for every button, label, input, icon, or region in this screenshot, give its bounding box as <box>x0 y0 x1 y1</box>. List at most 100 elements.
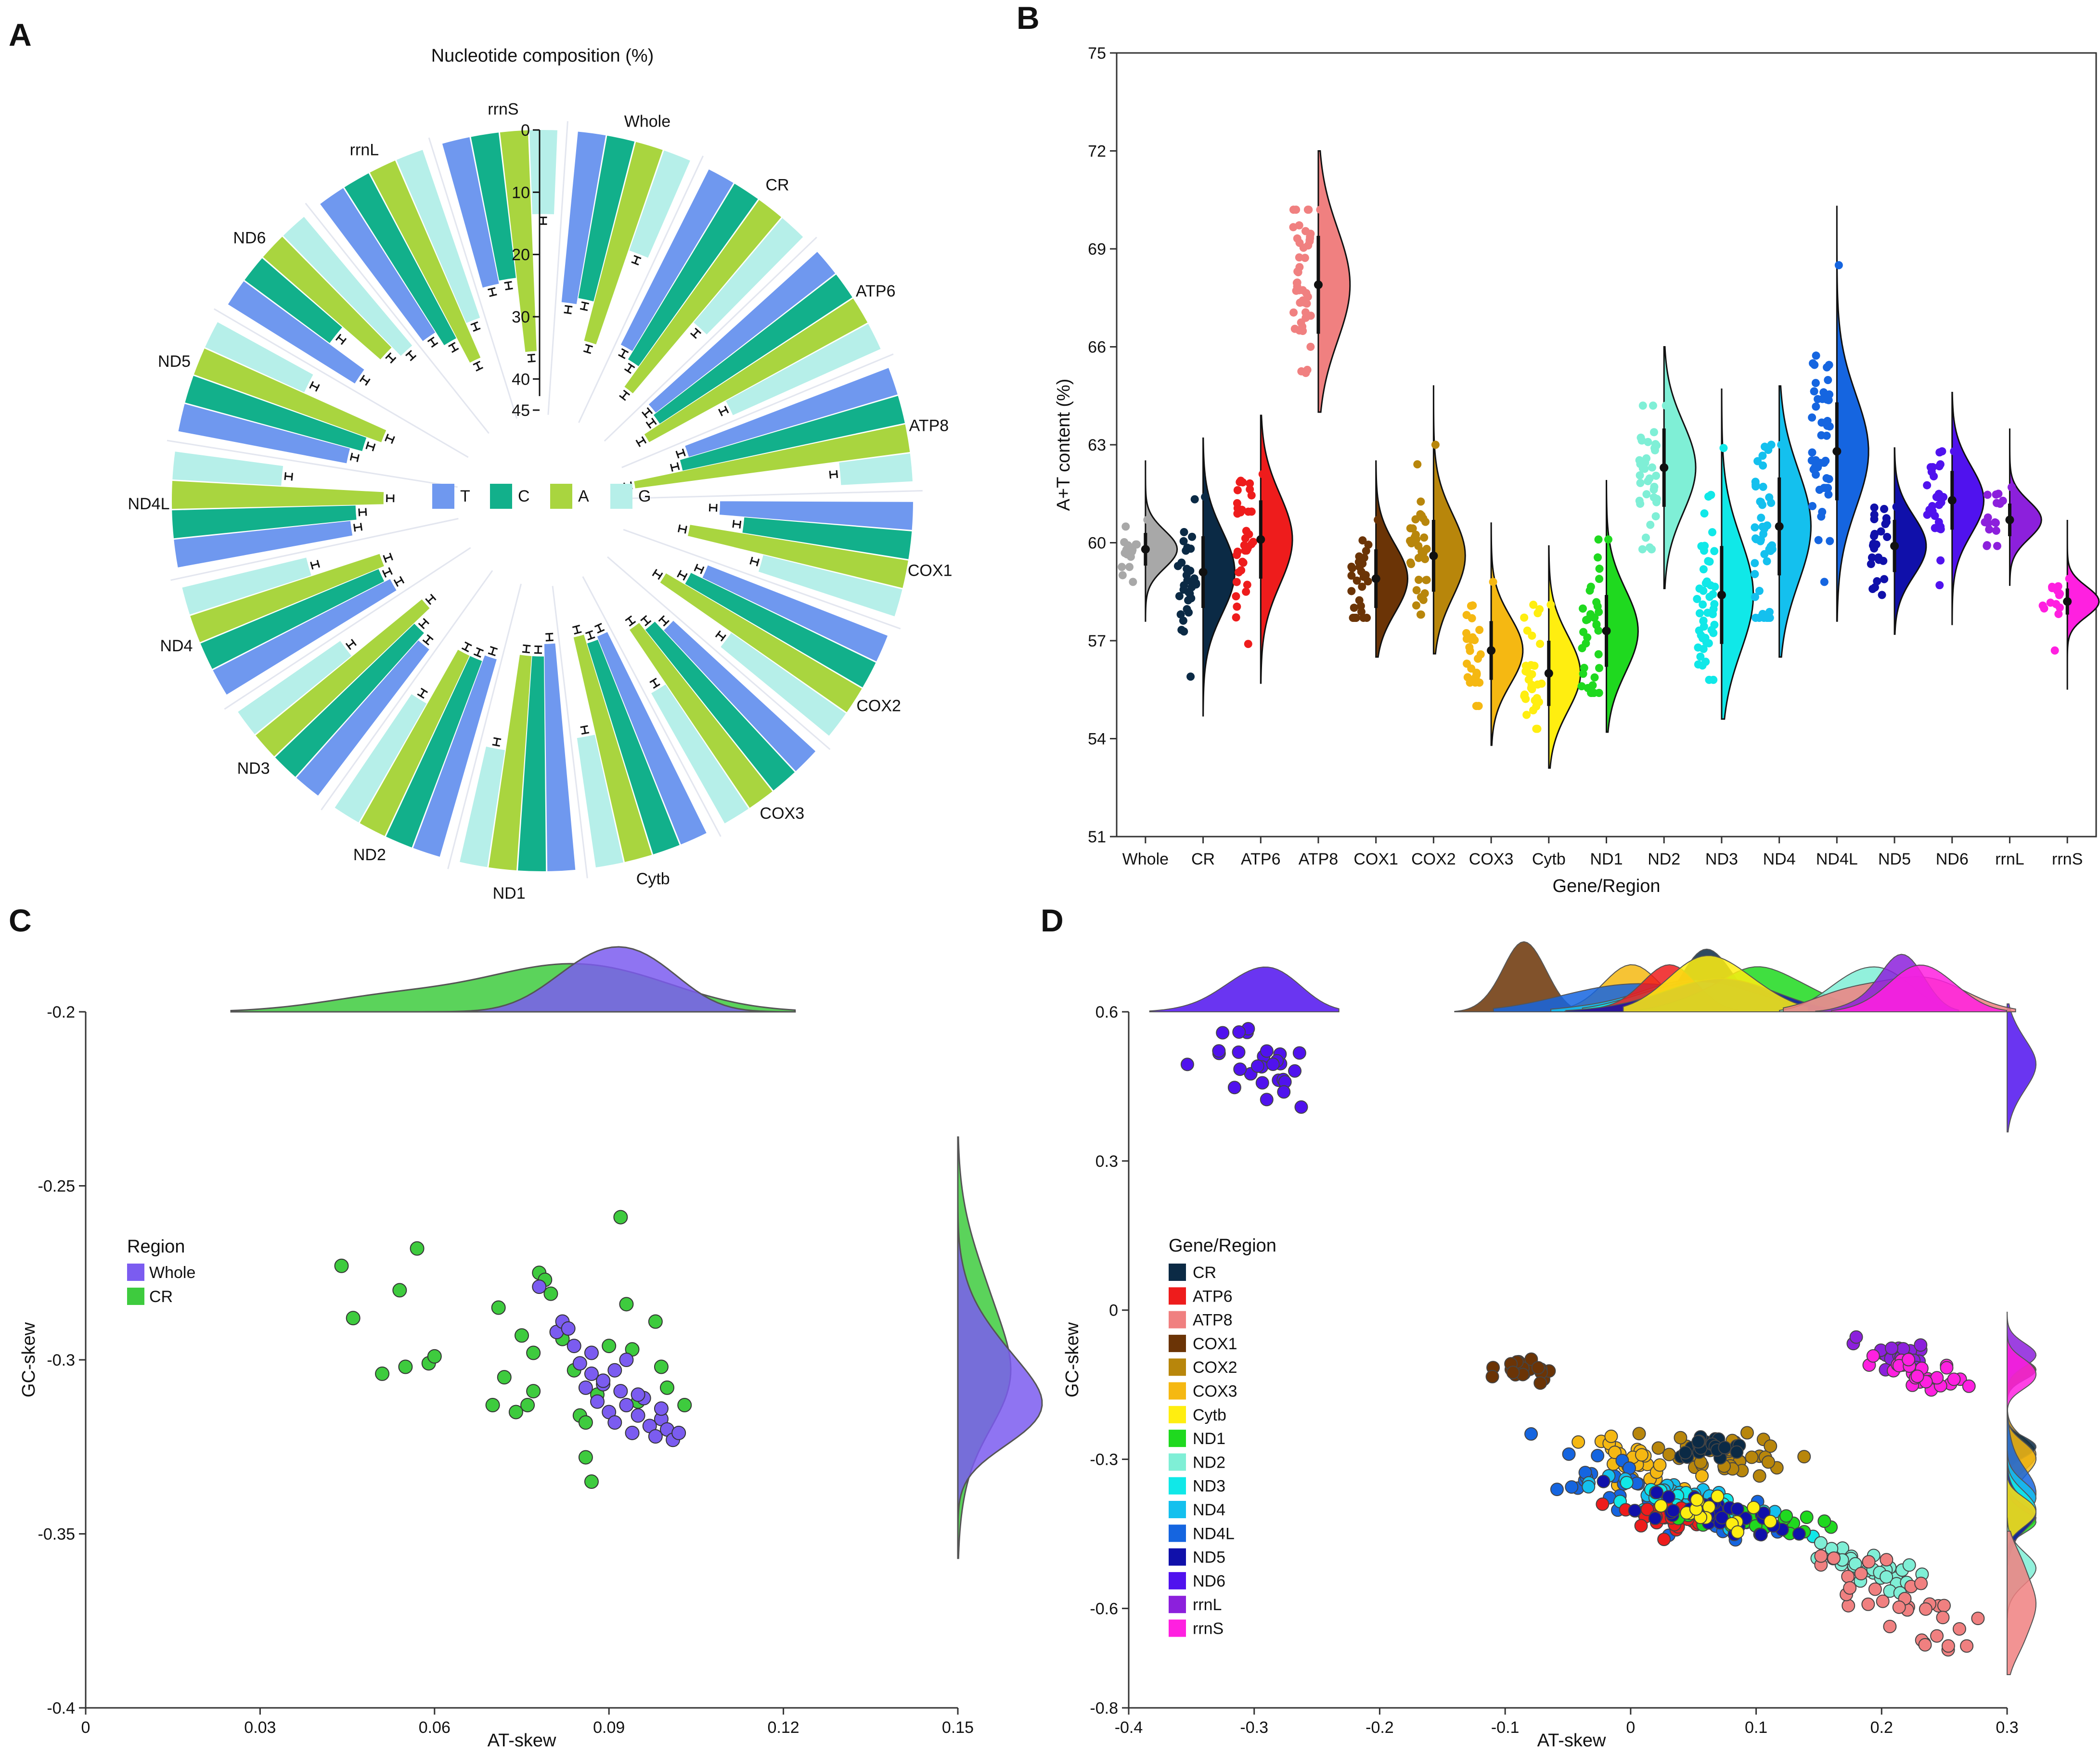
data-point-COX1 <box>1357 568 1366 576</box>
category-label-Cytb: Cytb <box>636 870 670 888</box>
data-point-ND3 <box>1702 577 1711 586</box>
error-bar-ATP8-T <box>675 448 686 459</box>
data-point-rrnL <box>1885 1341 1899 1355</box>
data-point-COX1 <box>1358 536 1367 545</box>
violin-ATP8 <box>1317 150 1351 413</box>
data-point-rrnL <box>1992 490 2000 499</box>
error-bar-cap <box>309 381 314 389</box>
error-bar-cap <box>658 615 665 622</box>
data-point-ND2 <box>1635 496 1644 505</box>
panel-d-skew-scatter: -0.4 -0.3 -0.2 -0.1 0 0.1 0.2 0.3 -0.8 -0.6 -0.3 0 0… <box>1062 941 2037 1751</box>
data-point-Whole <box>631 1408 645 1423</box>
data-point-ATP8 <box>1876 1594 1890 1608</box>
y-tick-label: 0.3 <box>1095 1152 1118 1171</box>
data-point-ATP8 <box>1301 308 1310 317</box>
data-point-ND4L <box>1817 431 1826 439</box>
error-bar-stem <box>644 410 650 416</box>
data-point-ATP6 <box>1244 640 1252 648</box>
data-point-ND1 <box>1582 639 1590 648</box>
data-point-ND2 <box>1638 401 1647 410</box>
data-point-ND4L <box>1820 458 1829 467</box>
data-point-ND4L <box>1823 363 1831 372</box>
error-bar-cap <box>649 678 657 683</box>
data-point-CR <box>1186 672 1195 681</box>
error-bar-stem <box>638 439 644 444</box>
error-bar-cap <box>315 384 320 392</box>
data-point-Whole <box>607 1415 622 1430</box>
data-point-ND2 <box>1646 520 1655 529</box>
radial-separator <box>607 556 831 750</box>
legend-swatch-Whole <box>127 1264 144 1281</box>
bar-ND1-T <box>544 643 576 871</box>
error-bar-ATP8-G <box>829 470 838 479</box>
data-point-COX3 <box>1604 1429 1618 1443</box>
legend-swatch-COX2 <box>1169 1358 1186 1376</box>
legend-label-COX2: COX2 <box>1193 1358 1237 1377</box>
data-point-COX2 <box>1417 610 1425 619</box>
error-bar-cap <box>641 411 648 419</box>
panel-label-d: D <box>1041 903 1064 938</box>
legend-label-ND6: ND6 <box>1193 1572 1225 1590</box>
data-point-ND1 <box>1595 565 1604 573</box>
error-bar-cap <box>340 338 347 345</box>
data-point-COX2 <box>1413 460 1422 469</box>
data-point-CR <box>1180 528 1188 536</box>
error-bar-cap <box>527 353 535 356</box>
data-point-ND4 <box>1751 523 1759 532</box>
x-tick-label-ATP6: ATP6 <box>1241 850 1281 868</box>
data-point-Cytb <box>1521 695 1530 703</box>
error-bar-cap <box>653 683 660 689</box>
error-bar-cap <box>391 436 395 444</box>
data-point-ATP8 <box>1295 263 1304 271</box>
data-point-Cytb <box>1527 681 1536 689</box>
bar-rrnS-G <box>529 130 558 215</box>
error-bar-stem <box>311 384 318 389</box>
data-point-ATP6 <box>1258 470 1267 478</box>
error-bar-cap <box>385 433 389 441</box>
bar-ND5-C <box>185 375 367 452</box>
data-point-ND4 <box>1767 440 1776 449</box>
data-point-ND1 <box>1593 553 1602 562</box>
legend-label-ATP8: ATP8 <box>1193 1311 1233 1330</box>
error-bar-cap <box>399 576 405 584</box>
legend-label-ND2: ND2 <box>1193 1453 1225 1472</box>
data-point-rrnL <box>1992 527 2000 535</box>
bar-COX3-C <box>645 621 795 791</box>
x-axis-label: AT-skew <box>488 1730 556 1751</box>
error-bar-cap <box>365 441 370 450</box>
data-point-ATP8 <box>1303 206 1312 214</box>
data-point-ND3 <box>1708 528 1716 537</box>
data-point-COX1 <box>1355 596 1364 605</box>
x-tick-label: -0.4 <box>1115 1718 1143 1737</box>
data-point-ATP8 <box>1306 230 1315 238</box>
points-CR <box>1173 493 1210 681</box>
data-point-CR <box>1730 1445 1744 1459</box>
data-point-COX2 <box>1431 440 1440 449</box>
data-point-ND4 <box>1751 570 1759 579</box>
data-point-COX2 <box>1752 1469 1766 1483</box>
data-point-CR <box>427 1349 442 1364</box>
data-point-ATP6 <box>1244 507 1252 516</box>
x-tick-label: 0.12 <box>768 1718 799 1737</box>
error-bar-stem <box>348 642 354 647</box>
error-bar-cap <box>651 417 657 425</box>
error-bar-cap <box>356 454 360 462</box>
data-point-Whole <box>1132 540 1140 549</box>
bar-ND4L-C <box>172 505 357 539</box>
error-bar-stem <box>385 555 392 560</box>
y-tick-label: 72 <box>1088 142 1106 161</box>
data-point-ND6 <box>1232 1025 1246 1039</box>
data-point-COX2 <box>1761 1455 1775 1469</box>
data-point-Whole <box>1143 516 1152 524</box>
radial-axis-tick-label: 10 <box>512 183 530 202</box>
data-point-Cytb <box>1764 1514 1778 1528</box>
error-bar-cap <box>572 624 580 628</box>
points-ND6 <box>1180 1022 1308 1114</box>
category-label-ATP6: ATP6 <box>856 282 896 300</box>
data-point-CR <box>1183 605 1191 613</box>
points-ND1 <box>1577 535 1612 697</box>
data-point-ND1 <box>1604 535 1612 544</box>
error-bar-cap <box>417 693 425 699</box>
data-point-ND4 <box>1777 440 1786 449</box>
data-point-rrnS <box>1940 1361 1954 1375</box>
